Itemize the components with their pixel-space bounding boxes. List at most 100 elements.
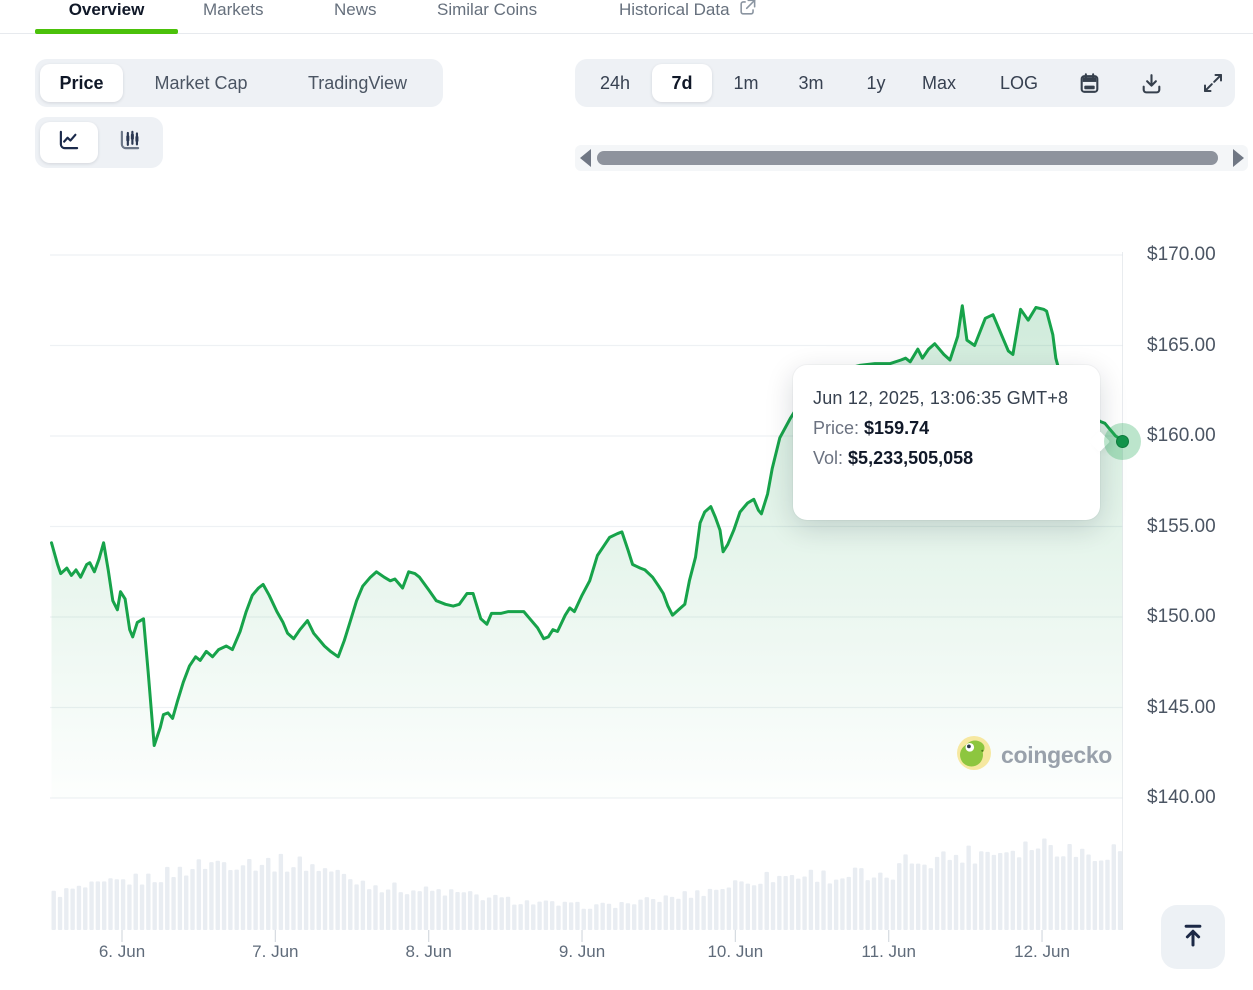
scroll-left-arrow[interactable] [580, 149, 591, 167]
tooltip-vol-row: Vol: $5,233,505,058 [813, 448, 1080, 469]
volume-bar [524, 900, 530, 930]
volume-bar [928, 868, 933, 930]
tab-markets-label: Markets [203, 0, 264, 19]
volume-bar [770, 882, 776, 930]
volume-bar [1016, 857, 1022, 930]
price-chart[interactable]: $170.00 $165.00 $160.00 $155.00 $150.00 $145.… [0, 244, 1253, 961]
x-axis-label: 6. Jun [98, 942, 146, 961]
volume-bar [190, 869, 195, 930]
y-axis-label: $150.00 [1147, 606, 1216, 627]
volume-bar [253, 870, 258, 930]
volume-bar [467, 891, 473, 930]
active-tab-underline [35, 29, 178, 34]
scrollbar-thumb[interactable] [597, 151, 1218, 165]
tab-markets[interactable]: Markets [203, 0, 263, 26]
volume-bar [726, 887, 732, 930]
range-7d-label: 7d [671, 72, 693, 93]
tab-news-label: News [334, 0, 377, 19]
watermark-text: coingecko [1001, 742, 1113, 768]
volume-bar [278, 853, 284, 930]
volume-bar [1054, 856, 1060, 930]
volume-bar [556, 905, 561, 930]
scroll-to-top-button[interactable] [1161, 905, 1225, 969]
volume-bar [562, 901, 568, 930]
volume-bar [632, 904, 637, 930]
volume-bar [430, 890, 435, 930]
range-7d[interactable]: 7d [652, 64, 712, 102]
range-3m[interactable]: 3m [790, 59, 832, 107]
candlestick-toggle[interactable] [105, 117, 155, 168]
volume-bar [89, 881, 94, 930]
metric-tab-market-cap[interactable]: Market Cap [141, 59, 261, 107]
candlestick-icon [117, 127, 143, 158]
fullscreen-icon[interactable] [1201, 59, 1225, 107]
tab-overview-label: Overview [68, 0, 145, 19]
range-max[interactable]: Max [913, 59, 965, 107]
volume-bar [941, 851, 946, 930]
metric-toggle-group: Price Market Cap TradingView [35, 59, 443, 107]
range-24h-label: 24h [599, 72, 631, 93]
volume-bar [272, 871, 277, 930]
download-icon[interactable] [1139, 59, 1164, 107]
arrow-to-top-icon [1178, 920, 1208, 955]
range-1y-label: 1y [866, 72, 886, 93]
scroll-right-arrow[interactable] [1233, 149, 1244, 167]
price-line [50, 304, 1123, 747]
volume-bar [1035, 848, 1041, 930]
volume-bar [732, 880, 738, 930]
volume-bar [411, 890, 416, 930]
volume-bar [1067, 844, 1072, 930]
volume-bar [745, 883, 750, 930]
volume-bar [960, 862, 965, 930]
tab-historical-data[interactable]: Historical Data [619, 0, 757, 26]
range-1y[interactable]: 1y [858, 59, 894, 107]
tooltip-vol-label: Vol: [813, 448, 844, 468]
metric-tab-price[interactable]: Price [40, 64, 123, 102]
volume-bar [1092, 860, 1098, 930]
volume-bar [764, 871, 769, 930]
line-chart-toggle[interactable] [40, 122, 98, 163]
volume-bar [815, 881, 820, 930]
volume-bar [1042, 838, 1047, 930]
scrollbar-track[interactable] [597, 151, 1218, 165]
metric-tab-tradingview-label: TradingView [307, 72, 408, 93]
volume-bar [423, 886, 429, 930]
volume-bar [493, 894, 498, 930]
volume-bar [720, 888, 725, 930]
last-point-marker [1116, 435, 1129, 448]
volume-bar [682, 891, 687, 930]
volume-bar [619, 902, 624, 930]
volume-bar [751, 885, 757, 930]
volume-bar [998, 852, 1003, 930]
volume-bar [228, 870, 233, 930]
volume-bar [284, 871, 290, 930]
volume-bar [878, 872, 883, 930]
volume-bar [165, 866, 170, 930]
volume-bar [354, 884, 359, 930]
volume-bar [474, 894, 479, 930]
log-scale-toggle[interactable]: LOG [991, 59, 1047, 107]
volume-bar [568, 902, 574, 930]
volume-bar [985, 851, 990, 930]
volume-bar [499, 897, 504, 930]
price-chart-canvas[interactable] [50, 250, 1123, 950]
tab-similar-coins[interactable]: Similar Coins [437, 0, 537, 26]
volume-bar [537, 901, 542, 930]
volume-bar [581, 908, 586, 930]
volume-bar [991, 854, 997, 930]
range-24h[interactable]: 24h [587, 59, 643, 107]
volume-bar [486, 897, 492, 930]
tab-overview[interactable]: Overview [35, 0, 178, 26]
volume-bar [644, 897, 650, 930]
y-axis-label: $170.00 [1147, 244, 1216, 265]
range-1m[interactable]: 1m [725, 59, 767, 107]
calendar-icon[interactable] [1077, 59, 1102, 107]
volume-bar [310, 864, 315, 930]
volume-bar [663, 895, 668, 930]
volume-bar [373, 885, 378, 930]
volume-bar [266, 857, 271, 930]
metric-tab-market-cap-label: Market Cap [154, 72, 248, 93]
metric-tab-tradingview[interactable]: TradingView [291, 59, 424, 107]
tab-news[interactable]: News [334, 0, 377, 26]
volume-bar [575, 901, 580, 930]
